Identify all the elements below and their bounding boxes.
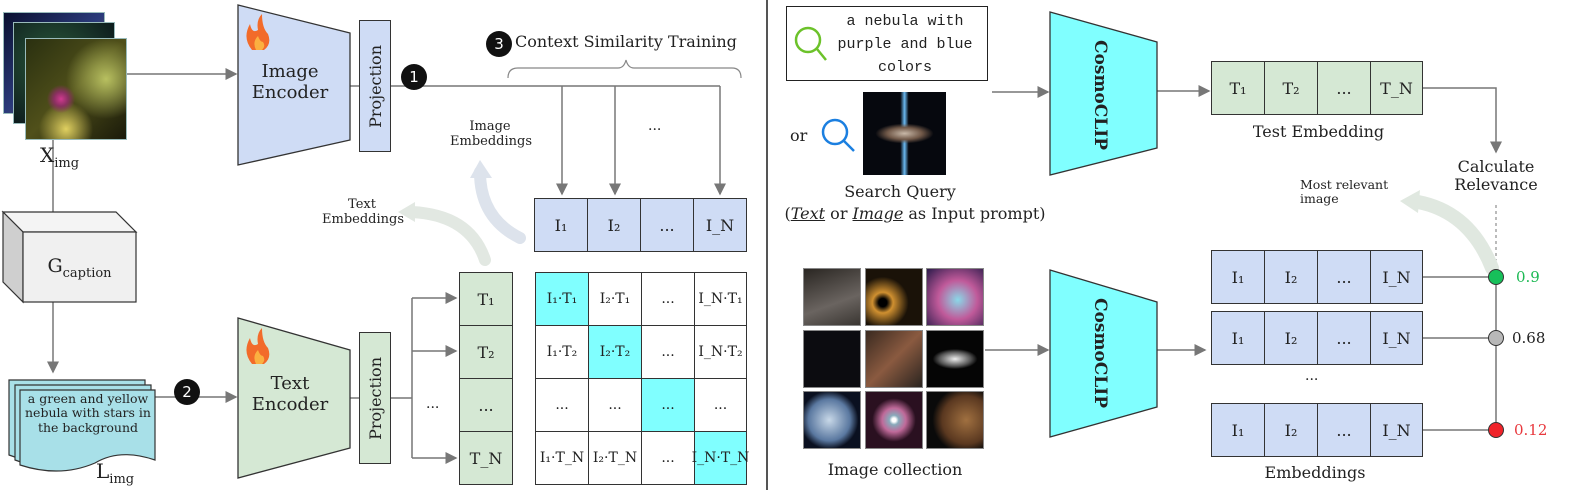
image-stack — [3, 12, 127, 140]
image-encoder-label: Image Encoder — [251, 61, 329, 103]
embedding-cell: I₂ — [1264, 403, 1318, 457]
text-embedding-cell: T_N — [459, 431, 513, 485]
score-high: 0.9 — [1516, 268, 1540, 286]
collection-thumb — [803, 330, 861, 388]
embedding-cell: I₁ — [1211, 250, 1265, 304]
matrix-cell: I₂·T_N — [588, 431, 642, 485]
step-3-badge: 3 — [486, 31, 512, 57]
image-embeddings-label: Image Embeddings — [450, 119, 532, 149]
ellipsis: ... — [1305, 368, 1319, 384]
collection-thumb — [865, 391, 923, 449]
search-query-label: Search Query — [844, 182, 956, 201]
matrix-cell: I₁·T₂ — [535, 325, 589, 379]
most-relevant-label: Most relevant image — [1300, 177, 1389, 207]
collection-thumb — [865, 330, 923, 388]
or-label: or — [790, 126, 808, 145]
cosmoclip-bottom-label: CosmoCLIP — [1090, 298, 1110, 408]
embedding-cell: I₂ — [1264, 311, 1318, 365]
image-embedding-cell: I₁ — [534, 198, 588, 252]
matrix-cell: I₂·T₁ — [588, 272, 642, 326]
image-projection: Projection — [359, 20, 391, 152]
image-embedding-cell: ... — [640, 198, 694, 252]
text-embedding-cell: T₁ — [459, 272, 513, 326]
image-collection-label: Image collection — [827, 460, 963, 479]
matrix-cell: ... — [641, 431, 695, 485]
flame-icon — [246, 14, 270, 50]
collection-thumb — [926, 268, 984, 326]
ellipsis: ... — [426, 396, 440, 412]
text-embeddings-label: Text Embeddings — [322, 197, 404, 227]
cosmoclip-top-shape — [1049, 11, 1158, 176]
caption-text: a green and yellow nebula with stars in … — [25, 391, 151, 435]
matrix-cell: ... — [694, 378, 747, 432]
matrix-cell: ... — [588, 378, 642, 432]
query-image — [863, 92, 946, 175]
cosmoclip-bottom-shape — [1049, 269, 1158, 438]
cosmoclip-top-label: CosmoCLIP — [1090, 40, 1110, 150]
collection-thumb — [865, 268, 923, 326]
ellipsis: ... — [648, 118, 662, 134]
g-caption-label: Gcaption — [47, 255, 112, 281]
matrix-cell: ... — [641, 378, 695, 432]
embedding-cell: I₁ — [1211, 403, 1265, 457]
collection-thumb — [926, 391, 984, 449]
x-img-label: Ximg — [40, 143, 80, 171]
score-mid: 0.68 — [1512, 329, 1546, 347]
matrix-cell: I_N·T₁ — [694, 272, 747, 326]
text-embedding-cell: T₂ — [459, 325, 513, 379]
matrix-cell: I₂·T₂ — [588, 325, 642, 379]
step-1-badge: 1 — [401, 64, 427, 90]
test-embedding-label: Test Embedding — [1252, 122, 1385, 141]
input-prompt-label: (Text or Image as Input prompt) — [784, 204, 1046, 223]
test-embedding-cell: T₂ — [1264, 61, 1318, 115]
l-img-label: Limg — [96, 459, 135, 487]
collection-thumb — [926, 330, 984, 388]
matrix-cell: I₁·T_N — [535, 431, 589, 485]
embedding-cell: I_N — [1370, 403, 1423, 457]
embedding-cell: ... — [1317, 311, 1371, 365]
embedding-cell: ... — [1317, 403, 1371, 457]
score-low: 0.12 — [1514, 421, 1548, 439]
image-embedding-cell: I₂ — [587, 198, 641, 252]
embedding-cell: I₂ — [1264, 250, 1318, 304]
image-embedding-cell: I_N — [693, 198, 747, 252]
text-embedding-cell: ... — [459, 378, 513, 432]
embedding-cell: I₁ — [1211, 311, 1265, 365]
context-similarity-label: Context Similarity Training — [515, 32, 737, 51]
collection-thumb — [803, 268, 861, 326]
test-embedding-cell: T_N — [1370, 61, 1423, 115]
matrix-cell: ... — [641, 272, 695, 326]
embedding-cell: I_N — [1370, 250, 1423, 304]
query-text: a nebula with purple and blue colors — [837, 13, 973, 76]
flame-icon — [246, 328, 270, 364]
embedding-cell: ... — [1317, 250, 1371, 304]
matrix-cell: ... — [641, 325, 695, 379]
matrix-cell: I₁·T₁ — [535, 272, 589, 326]
text-projection: Projection — [359, 332, 391, 464]
embedding-cell: I_N — [1370, 311, 1423, 365]
query-text-box[interactable] — [786, 6, 988, 81]
search-icon-blue — [821, 118, 855, 152]
matrix-cell: ... — [535, 378, 589, 432]
test-embedding-cell: ... — [1317, 61, 1371, 115]
calculate-relevance-label: Calculate Relevance — [1454, 157, 1538, 195]
matrix-cell: I_N·T_N — [692, 431, 749, 485]
text-encoder-label: Text Encoder — [251, 373, 329, 415]
matrix-cell: I_N·T₂ — [694, 325, 747, 379]
search-icon-green — [794, 26, 827, 61]
collection-thumb — [803, 391, 861, 449]
embeddings-label: Embeddings — [1264, 463, 1366, 482]
test-embedding-cell: T₁ — [1211, 61, 1265, 115]
step-2-badge: 2 — [174, 379, 200, 405]
